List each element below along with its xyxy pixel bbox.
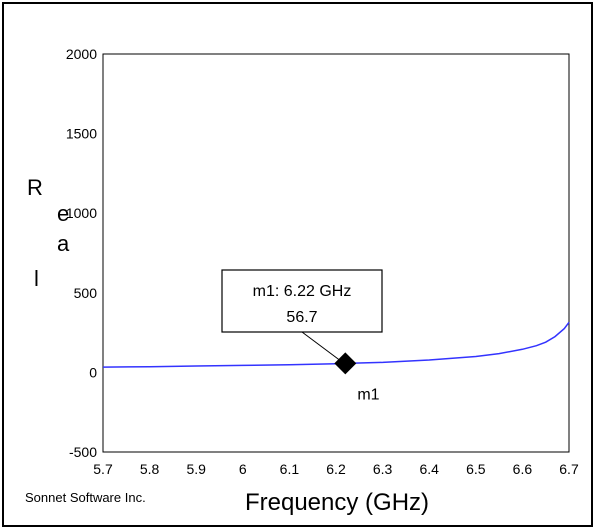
x-tick-label: 6.3	[373, 461, 393, 477]
marker-annotation: m1: 6.22 GHz 56.7 m1	[221, 269, 383, 403]
plot-area	[102, 53, 570, 453]
y-tick-label: 0	[89, 364, 97, 380]
y-axis-label-letter: a	[57, 231, 70, 256]
y-axis-label-letter: l	[34, 266, 39, 291]
x-tick-label: 5.7	[93, 461, 113, 477]
y-axis-label-letter: e	[57, 201, 69, 226]
marker-label-box	[221, 269, 383, 333]
series-line	[102, 321, 570, 368]
x-tick-label: 6.5	[466, 461, 486, 477]
x-tick-label: 6.1	[280, 461, 300, 477]
y-tick-label: 500	[74, 285, 98, 301]
marker-label-line2: 56.7	[286, 309, 317, 326]
x-tick-label: 5.9	[186, 461, 206, 477]
x-axis-label: Frequency (GHz)	[245, 489, 429, 516]
y-tick-label: 2000	[66, 46, 97, 62]
y-tick-label: 1500	[66, 126, 97, 142]
y-tick-label: 1000	[66, 205, 97, 221]
x-tick-label: 6.2	[326, 461, 346, 477]
x-tick-label: 6.6	[513, 461, 533, 477]
series-layer	[102, 321, 570, 368]
x-tick-label: 5.8	[140, 461, 160, 477]
y-axis-label-letter: R	[27, 175, 43, 200]
marker-leader-line	[301, 331, 342, 362]
marker-diamond	[334, 352, 357, 375]
y-tick-labels: 2000 1500 1000 500 0 -500	[66, 46, 97, 460]
x-tick-label: 6.4	[419, 461, 439, 477]
y-tick-label: -500	[69, 444, 97, 460]
x-tick-labels: 5.7 5.8 5.9 6 6.1 6.2 6.3 6.4 6.5 6.6 6.7	[93, 461, 579, 477]
x-tick-label: 6	[239, 461, 247, 477]
x-tick-label: 6.7	[559, 461, 579, 477]
watermark: Sonnet Software Inc.	[25, 490, 146, 505]
marker-label-line1: m1: 6.22 GHz	[253, 283, 352, 300]
marker-name: m1	[357, 386, 379, 403]
